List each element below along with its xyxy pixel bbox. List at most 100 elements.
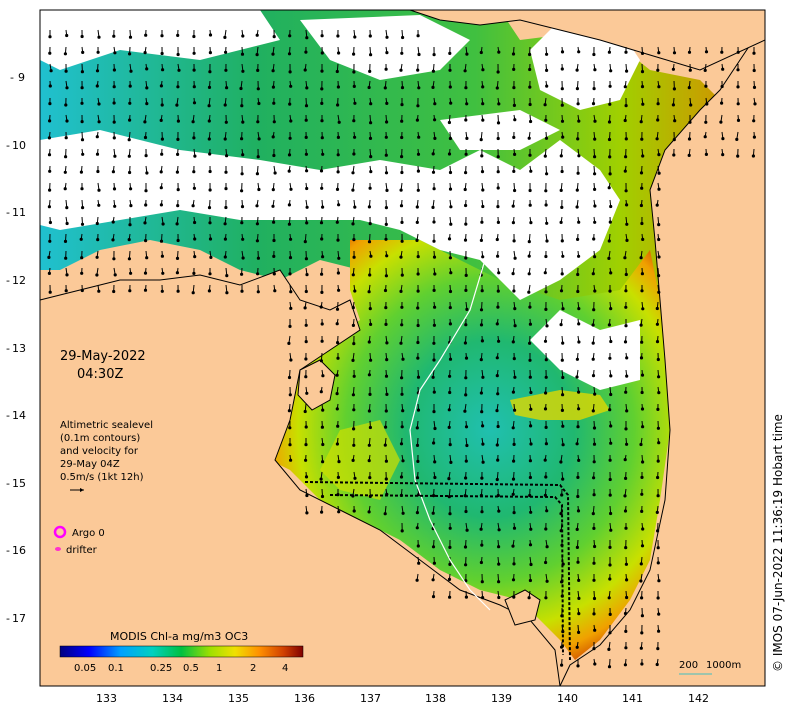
velocity-arrowhead: [719, 120, 723, 124]
velocity-arrowhead: [575, 205, 579, 209]
velocity-arrowhead: [639, 646, 643, 650]
velocity-arrowhead: [623, 85, 627, 89]
velocity-arrowhead: [673, 119, 677, 123]
velocity-arrowhead: [625, 203, 629, 207]
velocity-arrowhead: [335, 392, 339, 396]
velocity-arrowhead: [433, 460, 437, 464]
velocity-arrowhead: [463, 409, 467, 413]
velocity-arrowhead: [145, 86, 149, 90]
velocity-arrowhead: [624, 629, 628, 634]
groote-eylandt: [297, 359, 336, 411]
velocity-arrowhead: [591, 341, 595, 345]
velocity-arrowhead: [80, 86, 84, 90]
velocity-arrowhead: [640, 631, 644, 635]
velocity-arrowhead: [672, 51, 677, 55]
velocity-arrowhead: [207, 104, 211, 108]
velocity-arrowhead: [416, 459, 420, 463]
velocity-arrowhead: [191, 120, 195, 124]
velocity-arrowhead: [592, 237, 596, 241]
velocity-arrowhead: [384, 135, 388, 139]
velocity-arrowhead: [704, 50, 709, 54]
velocity-arrowhead: [656, 407, 660, 411]
velocity-arrowhead: [433, 475, 437, 480]
velocity-arrowhead: [223, 255, 227, 259]
velocity-arrowhead: [351, 458, 355, 462]
velocity-arrowhead: [417, 52, 421, 57]
velocity-arrowhead: [256, 272, 260, 276]
velocity-arrowhead: [64, 69, 68, 73]
velocity-arrowhead: [465, 443, 469, 448]
velocity-arrowhead: [735, 137, 739, 141]
velocity-arrowhead: [64, 103, 68, 107]
velocity-arrowhead: [529, 442, 533, 446]
velocity-arrowhead: [159, 239, 164, 243]
velocity-arrowhead: [128, 84, 132, 88]
velocity-arrowhead: [321, 374, 325, 378]
velocity-arrowhead: [320, 136, 324, 140]
velocity-arrowhead: [193, 220, 197, 225]
velocity-arrowhead: [160, 103, 164, 107]
velocity-arrowhead: [607, 323, 612, 327]
velocity-arrowhead: [608, 172, 612, 176]
velocity-arrowhead: [415, 578, 419, 582]
velocity-arrowhead: [337, 288, 341, 292]
velocity-arrowhead: [511, 578, 516, 582]
velocity-arrowhead: [241, 120, 245, 124]
velocity-arrowhead: [415, 205, 419, 209]
velocity-arrowhead: [321, 408, 325, 412]
velocity-arrowhead: [529, 562, 533, 567]
velocity-arrowhead: [511, 390, 516, 394]
velocity-arrowhead: [273, 289, 277, 293]
velocity-arrowhead: [752, 51, 756, 55]
velocity-arrowhead: [528, 52, 532, 57]
velocity-arrowhead: [353, 205, 357, 209]
velocity-arrowhead: [224, 120, 228, 124]
velocity-arrowhead: [336, 238, 340, 242]
velocity-arrowhead: [593, 544, 597, 549]
velocity-arrowhead: [703, 68, 707, 73]
velocity-arrowhead: [481, 424, 485, 428]
velocity-arrowhead: [431, 375, 435, 379]
velocity-arrowhead: [464, 86, 468, 90]
velocity-arrowhead: [95, 273, 99, 277]
velocity-arrowhead: [432, 187, 436, 191]
velocity-arrowhead: [625, 222, 629, 226]
velocity-arrowhead: [208, 51, 212, 55]
velocity-arrowhead: [303, 409, 307, 414]
velocity-arrowhead: [448, 136, 452, 141]
velocity-arrowhead: [256, 120, 260, 124]
velocity-arrowhead: [145, 171, 149, 175]
velocity-arrowhead: [448, 256, 452, 260]
velocity-arrowhead: [481, 68, 485, 72]
velocity-arrowhead: [720, 50, 724, 54]
velocity-arrowhead: [65, 119, 69, 123]
velocity-arrowhead: [304, 375, 308, 379]
velocity-arrowhead: [607, 239, 611, 243]
velocity-arrowhead: [336, 85, 340, 89]
velocity-arrowhead: [415, 443, 420, 447]
velocity-arrowhead: [608, 545, 612, 550]
velocity-arrowhead: [656, 475, 660, 480]
velocity-arrowhead: [640, 340, 644, 344]
velocity-arrowhead: [575, 375, 579, 379]
velocity-arrowhead: [416, 323, 420, 328]
velocity-arrowhead: [383, 512, 387, 516]
velocity-arrowhead: [479, 323, 484, 327]
velocity-arrowhead: [512, 357, 516, 361]
velocity-arrowhead: [657, 223, 661, 227]
velocity-arrowhead: [687, 137, 692, 141]
velocity-arrowhead: [193, 237, 197, 241]
velocity-arrowhead: [385, 358, 389, 362]
velocity-arrowhead: [607, 665, 612, 669]
velocity-arrowhead: [241, 34, 245, 38]
velocity-arrowhead: [176, 152, 180, 156]
velocity-arrowhead: [528, 203, 532, 207]
velocity-arrowhead: [335, 307, 340, 311]
velocity-arrowhead: [305, 391, 309, 395]
velocity-arrowhead: [368, 425, 372, 430]
sealevel-contour: [409, 209, 491, 611]
velocity-arrowhead: [512, 135, 516, 139]
velocity-arrowhead: [447, 408, 451, 412]
velocity-arrowhead: [368, 69, 372, 74]
